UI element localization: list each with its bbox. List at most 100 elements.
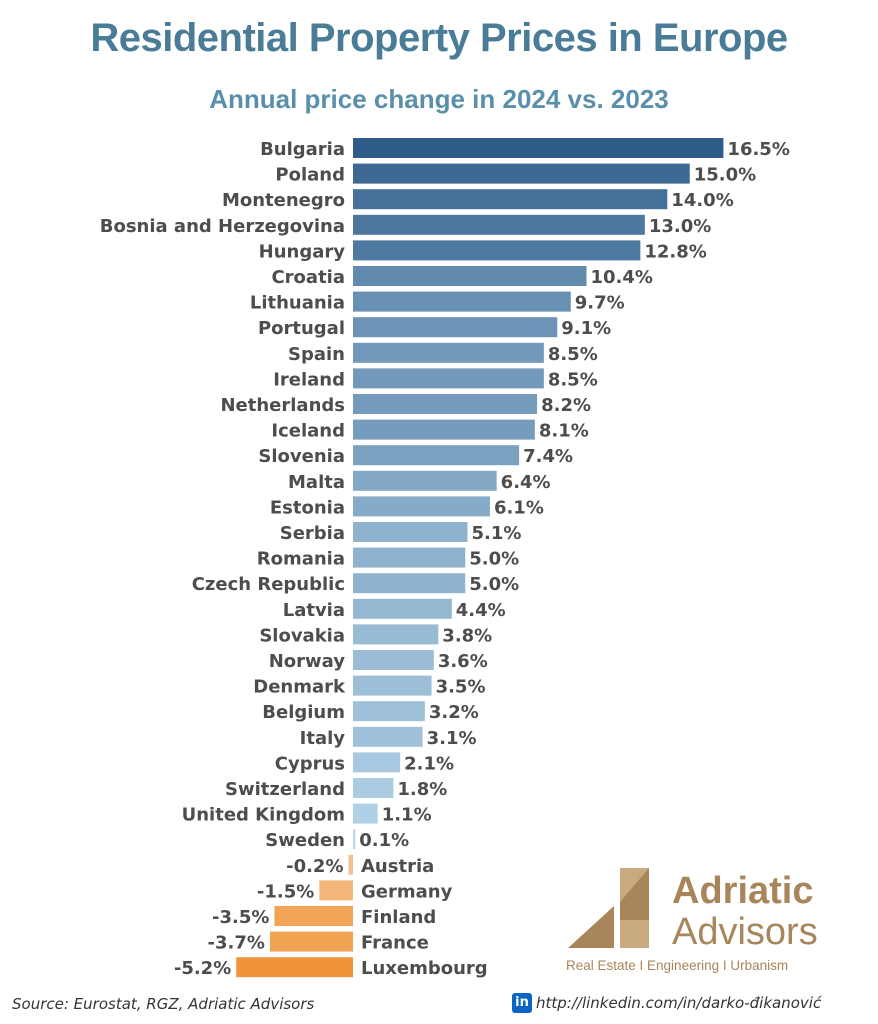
bar-germany: [319, 880, 353, 901]
bar-france: [269, 931, 353, 952]
category-label-malta: Malta: [288, 472, 345, 493]
category-label-portugal: Portugal: [258, 318, 345, 339]
value-label-bosnia-and-herzegovina: 13.0%: [649, 216, 711, 237]
category-label-united-kingdom: United Kingdom: [182, 805, 345, 826]
value-label-denmark: 3.5%: [436, 677, 486, 698]
category-label-bulgaria: Bulgaria: [260, 139, 345, 160]
category-label-spain: Spain: [288, 344, 345, 365]
bar-denmark: [353, 675, 432, 696]
bar-croatia: [353, 266, 587, 286]
category-label-belgium: Belgium: [262, 702, 345, 723]
value-label-romania: 5.0%: [469, 549, 519, 570]
category-label-slovakia: Slovakia: [259, 625, 345, 646]
bar-poland: [353, 163, 690, 184]
brand-name-line2: Advisors: [672, 911, 818, 953]
bar-portugal: [353, 317, 558, 338]
category-label-croatia: Croatia: [271, 267, 345, 288]
value-label-iceland: 8.1%: [539, 421, 589, 442]
linkedin-icon: in: [512, 993, 532, 1013]
bar-serbia: [353, 522, 468, 542]
bar-sweden: [353, 829, 356, 850]
brand-tagline: Real Estate I Engineering I Urbanism: [566, 958, 789, 973]
bar-czech-republic: [353, 573, 466, 594]
value-label-estonia: 6.1%: [494, 497, 544, 518]
value-label-finland: -3.5%: [212, 907, 269, 928]
category-label-france: France: [361, 933, 429, 954]
category-label-luxembourg: Luxembourg: [361, 958, 488, 979]
bar-belgium: [353, 701, 425, 722]
category-label-norway: Norway: [269, 651, 346, 672]
value-label-slovenia: 7.4%: [523, 446, 573, 467]
value-label-serbia: 5.1%: [471, 523, 521, 544]
value-label-ireland: 8.5%: [548, 369, 598, 390]
bar-finland: [274, 906, 353, 926]
bar-romania: [353, 547, 466, 568]
value-label-latvia: 4.4%: [456, 600, 506, 621]
bar-lithuania: [353, 291, 571, 312]
category-label-latvia: Latvia: [283, 600, 345, 621]
category-label-romania: Romania: [257, 549, 345, 570]
bar-bulgaria: [353, 138, 724, 158]
category-label-italy: Italy: [300, 728, 346, 749]
category-label-austria: Austria: [361, 856, 434, 877]
adriatic-logo-icon: [568, 868, 649, 948]
category-label-iceland: Iceland: [271, 421, 345, 442]
value-label-germany: -1.5%: [257, 881, 314, 902]
value-label-slovakia: 3.8%: [442, 625, 492, 646]
category-label-ireland: Ireland: [273, 369, 345, 390]
value-label-france: -3.7%: [208, 933, 265, 954]
bar-malta: [353, 470, 497, 491]
value-label-united-kingdom: 1.1%: [382, 805, 432, 826]
category-label-czech-republic: Czech Republic: [192, 574, 345, 595]
bar-iceland: [353, 419, 535, 440]
bar-netherlands: [353, 394, 538, 414]
bar-estonia: [353, 496, 490, 517]
value-label-croatia: 10.4%: [590, 267, 652, 288]
category-label-serbia: Serbia: [280, 523, 345, 544]
linkedin-link[interactable]: in http://linkedin.com/in/darko-đikanovi…: [512, 993, 821, 1013]
bar-united-kingdom: [353, 803, 378, 824]
bar-cyprus: [353, 752, 401, 773]
value-label-norway: 3.6%: [438, 651, 488, 672]
bar-slovakia: [353, 624, 439, 645]
value-label-sweden: 0.1%: [359, 830, 409, 851]
value-label-cyprus: 2.1%: [404, 753, 454, 774]
brand-name-line1: Adriatic: [672, 870, 814, 912]
category-label-lithuania: Lithuania: [250, 293, 345, 314]
value-label-poland: 15.0%: [694, 165, 756, 186]
bar-italy: [353, 726, 423, 747]
category-label-poland: Poland: [275, 165, 345, 186]
bar-spain: [353, 342, 544, 363]
bar-slovenia: [353, 445, 520, 466]
category-label-hungary: Hungary: [259, 241, 346, 262]
bar-switzerland: [353, 778, 394, 798]
value-label-belgium: 3.2%: [429, 702, 479, 723]
value-label-montenegro: 14.0%: [671, 190, 733, 211]
category-label-cyprus: Cyprus: [275, 753, 345, 774]
category-label-slovenia: Slovenia: [258, 446, 345, 467]
category-label-germany: Germany: [361, 881, 453, 902]
category-label-montenegro: Montenegro: [222, 190, 345, 211]
category-label-sweden: Sweden: [265, 830, 345, 851]
source-note: Source: Eurostat, RGZ, Adriatic Advisors: [12, 995, 315, 1013]
category-label-estonia: Estonia: [270, 497, 345, 518]
category-label-denmark: Denmark: [253, 677, 346, 698]
value-label-spain: 8.5%: [548, 344, 598, 365]
value-label-bulgaria: 16.5%: [727, 139, 789, 160]
bar-bosnia-and-herzegovina: [353, 214, 645, 235]
chart-subtitle: Annual price change in 2024 vs. 2023: [209, 84, 669, 114]
value-label-hungary: 12.8%: [644, 241, 706, 262]
bar-austria: [348, 854, 353, 875]
category-label-switzerland: Switzerland: [225, 779, 345, 800]
value-label-lithuania: 9.7%: [575, 293, 625, 314]
value-label-portugal: 9.1%: [561, 318, 611, 339]
value-label-italy: 3.1%: [427, 728, 477, 749]
bar-ireland: [353, 368, 544, 389]
bar-montenegro: [353, 189, 668, 210]
linkedin-url[interactable]: http://linkedin.com/in/darko-đikanović: [536, 994, 822, 1012]
value-label-luxembourg: -5.2%: [174, 958, 231, 979]
value-label-czech-republic: 5.0%: [469, 574, 519, 595]
bar-latvia: [353, 598, 452, 619]
bar-norway: [353, 650, 434, 670]
